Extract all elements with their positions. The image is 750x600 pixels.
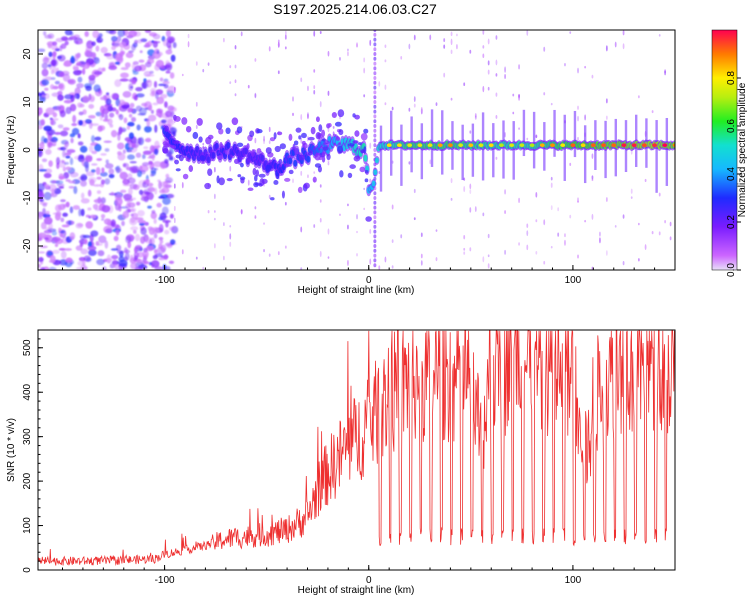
spectrogram-ytick-label: 10 <box>22 96 33 108</box>
spectrogram-ytick-label: 20 <box>22 48 33 60</box>
snr-frame <box>37 329 676 571</box>
snr-ytick-label: 100 <box>22 517 33 534</box>
spectrogram-xtick-label: 100 <box>565 275 582 286</box>
snr-ytick-label: 300 <box>22 428 33 445</box>
spectrogram-xtick-label: -100 <box>155 275 175 286</box>
snr-xlabel: Height of straight line (km) <box>298 585 415 596</box>
snr-ytick-label: 500 <box>22 339 33 356</box>
colorbar-tick-label: 0.8 <box>726 71 737 85</box>
spectrogram-ytick-label: -10 <box>22 190 33 205</box>
snr-ylabel: SNR (10 * v/v) <box>6 418 17 482</box>
colorbar-tick-label: 0.6 <box>726 119 737 133</box>
spectrogram-ytick-label: 0 <box>22 147 33 153</box>
colorbar-axes: 0.0 0.2 0.4 0.6 0.8 <box>726 71 741 277</box>
colorbar-tick-label: 0.2 <box>726 215 737 229</box>
snr-xtick-label: 0 <box>366 575 372 586</box>
snr-ytick-label: 200 <box>22 472 33 489</box>
spectrogram-ridge <box>161 109 675 222</box>
colorbar-label: Normalized spectral amplitude <box>737 82 748 217</box>
snr-panel: -100 0 100 0 100 200 300 400 500 Height of strai… <box>6 329 676 596</box>
colorbar-tick-label: 0.4 <box>726 167 737 181</box>
spectrogram-xlabel: Height of straight line (km) <box>298 285 415 296</box>
spectrogram-xtick-label: 0 <box>366 275 372 286</box>
spectrogram-marks <box>38 30 675 270</box>
spectrogram-noise-cloud <box>38 30 179 270</box>
spectrogram-spikes <box>379 109 669 193</box>
colorbar: 0.0 0.2 0.4 0.6 0.8 Normalized spectral ampl… <box>711 29 748 277</box>
snr-series-line <box>38 330 675 566</box>
snr-axes: -100 0 100 0 100 200 300 400 500 <box>22 329 676 586</box>
spectrogram-ylabel: Frequency (Hz) <box>6 116 17 185</box>
snr-ytick-label: 0 <box>22 567 33 573</box>
spectrogram-ytick-label: -20 <box>22 238 33 253</box>
colorbar-gradient <box>711 29 738 271</box>
colorbar-tick-label: 0.0 <box>726 263 737 277</box>
snr-ytick-label: 400 <box>22 383 33 400</box>
spectrogram-vertical-feature <box>373 30 377 268</box>
figure-title: S197.2025.214.06.03.C27 <box>273 1 437 17</box>
snr-xtick-label: 100 <box>565 575 582 586</box>
snr-xtick-label: -100 <box>155 575 175 586</box>
